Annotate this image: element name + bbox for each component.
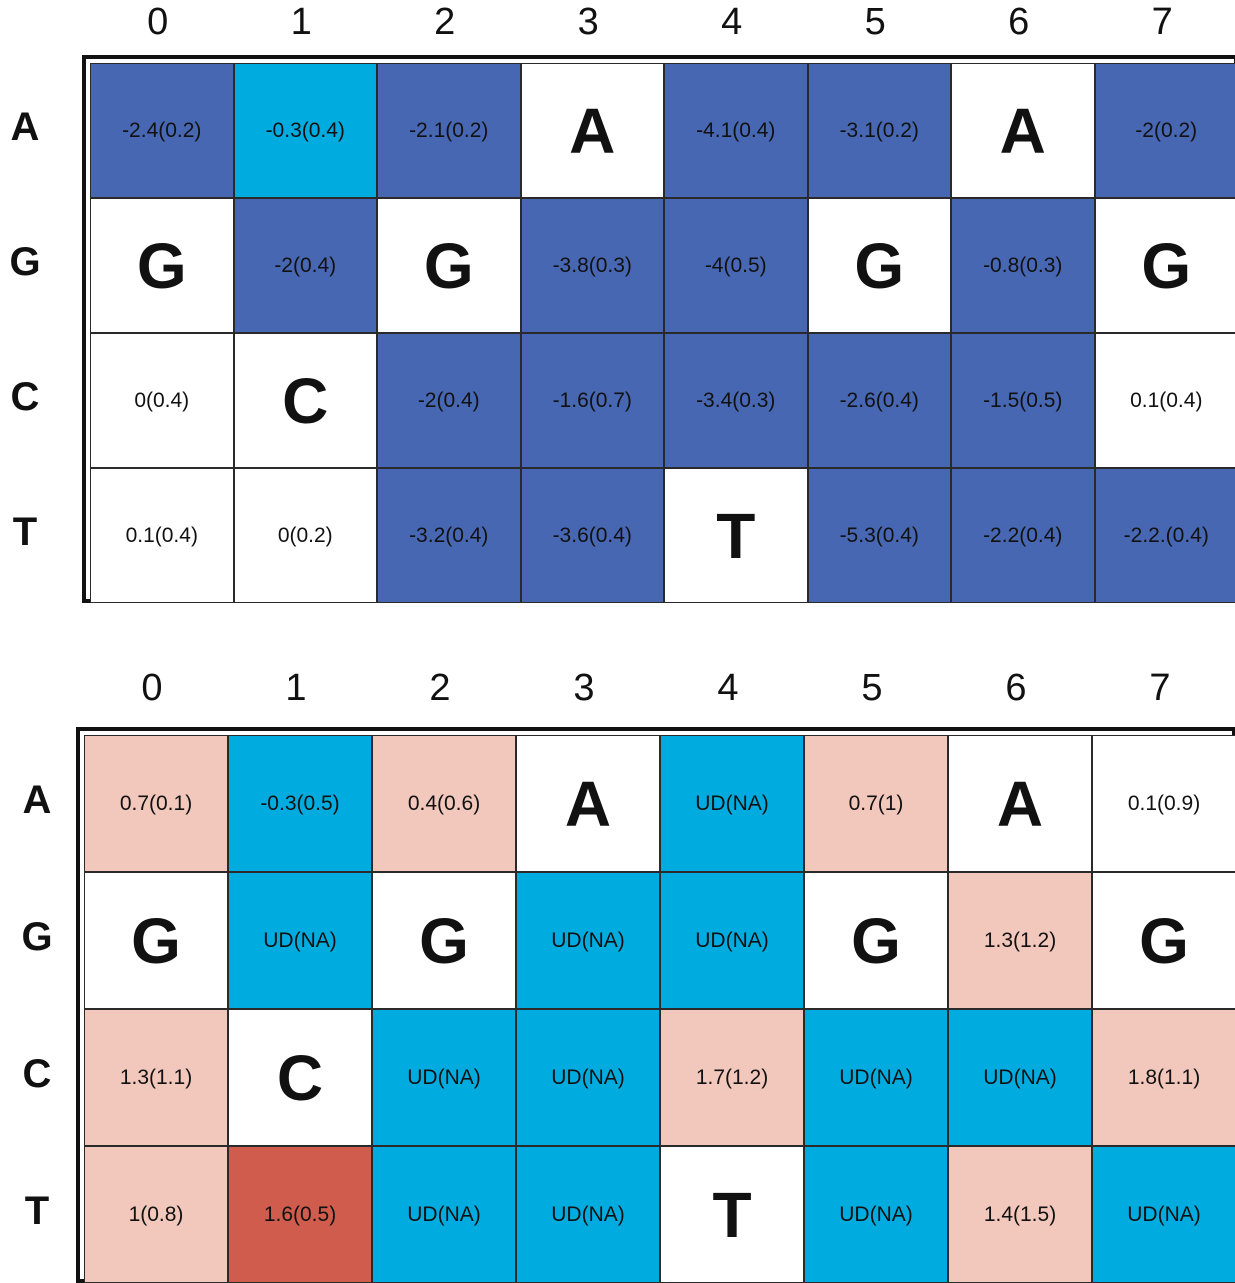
heatmap-cell-c-2: UD(NA) <box>372 1009 516 1146</box>
column-label-6: 6 <box>986 668 1046 708</box>
heatmap-cell-c-2: -2(0.4) <box>377 333 521 468</box>
heatmap-cell-c-5: -2.6(0.4) <box>808 333 952 468</box>
heatmap-cell-c-3: -1.6(0.7) <box>521 333 665 468</box>
heatmap-cell-g-6: 1.3(1.2) <box>948 872 1092 1009</box>
heatmap-cell-a-6: A <box>951 63 1095 198</box>
column-label-3: 3 <box>558 2 618 42</box>
heatmap-cell-a-7: 0.1(0.9) <box>1092 735 1235 872</box>
heatmap-cell-a-0: -2.4(0.2) <box>90 63 234 198</box>
heatmap-cell-a-4: -4.1(0.4) <box>664 63 808 198</box>
column-label-1: 1 <box>266 668 326 708</box>
heatmap-cell-t-0: 1(0.8) <box>84 1146 228 1283</box>
heatmap-cell-g-4: -4(0.5) <box>664 198 808 333</box>
heatmap-cell-g-3: UD(NA) <box>516 872 660 1009</box>
column-label-2: 2 <box>415 2 475 42</box>
heatmap-cell-g-7: G <box>1092 872 1235 1009</box>
heatmap-cell-t-4: T <box>664 468 808 603</box>
heatmap-cell-t-1: 0(0.2) <box>234 468 378 603</box>
heatmap-cell-t-6: -2.2(0.4) <box>951 468 1095 603</box>
row-label-a: A <box>12 780 62 820</box>
heatmap-cell-a-3: A <box>521 63 665 198</box>
heatmap-cell-a-6: A <box>948 735 1092 872</box>
column-label-6: 6 <box>989 2 1049 42</box>
heatmap-cell-g-0: G <box>90 198 234 333</box>
heatmap-cell-t-3: UD(NA) <box>516 1146 660 1283</box>
heatmap-cell-a-1: -0.3(0.5) <box>228 735 372 872</box>
column-label-7: 7 <box>1132 2 1192 42</box>
heatmap-cell-t-2: UD(NA) <box>372 1146 516 1283</box>
heatmap-cell-a-3: A <box>516 735 660 872</box>
heatmap-cell-g-3: -3.8(0.3) <box>521 198 665 333</box>
heatmap-cell-g-4: UD(NA) <box>660 872 804 1009</box>
column-label-1: 1 <box>271 2 331 42</box>
heatmap-cell-g-2: G <box>377 198 521 333</box>
heatmap-cell-t-2: -3.2(0.4) <box>377 468 521 603</box>
heatmap-cell-c-1: C <box>234 333 378 468</box>
heatmap-cell-a-4: UD(NA) <box>660 735 804 872</box>
heatmap-cell-g-2: G <box>372 872 516 1009</box>
heatmap-cell-g-1: UD(NA) <box>228 872 372 1009</box>
row-label-g: G <box>12 917 62 957</box>
column-label-0: 0 <box>128 2 188 42</box>
heatmap-cell-t-1: 1.6(0.5) <box>228 1146 372 1283</box>
heatmap-cell-g-5: G <box>804 872 948 1009</box>
column-label-5: 5 <box>845 2 905 42</box>
heatmap-cell-t-0: 0.1(0.4) <box>90 468 234 603</box>
heatmap-cell-t-5: -5.3(0.4) <box>808 468 952 603</box>
heatmap-cell-a-2: -2.1(0.2) <box>377 63 521 198</box>
heatmap-cell-g-5: G <box>808 198 952 333</box>
heatmap-cell-c-0: 0(0.4) <box>90 333 234 468</box>
heatmap-cell-a-5: 0.7(1) <box>804 735 948 872</box>
heatmap-cell-a-2: 0.4(0.6) <box>372 735 516 872</box>
row-label-a: A <box>0 107 50 147</box>
row-label-c: C <box>0 377 50 417</box>
column-label-5: 5 <box>842 668 902 708</box>
heatmap-cell-c-0: 1.3(1.1) <box>84 1009 228 1146</box>
heatmap-cell-t-6: 1.4(1.5) <box>948 1146 1092 1283</box>
row-label-g: G <box>0 242 50 282</box>
heatmap-cell-t-7: UD(NA) <box>1092 1146 1235 1283</box>
heatmap-cell-a-7: -2(0.2) <box>1095 63 1235 198</box>
row-label-t: T <box>0 512 50 552</box>
heatmap-cell-g-0: G <box>84 872 228 1009</box>
column-label-0: 0 <box>122 668 182 708</box>
heatmap-cell-c-1: C <box>228 1009 372 1146</box>
column-label-4: 4 <box>702 2 762 42</box>
heatmap-cell-a-0: 0.7(0.1) <box>84 735 228 872</box>
heatmap-cell-c-7: 1.8(1.1) <box>1092 1009 1235 1146</box>
row-label-t: T <box>12 1191 62 1231</box>
heatmap-cell-g-7: G <box>1095 198 1235 333</box>
heatmap-cell-c-6: UD(NA) <box>948 1009 1092 1146</box>
heatmap-cell-c-6: -1.5(0.5) <box>951 333 1095 468</box>
column-label-4: 4 <box>698 668 758 708</box>
heatmap-cell-c-3: UD(NA) <box>516 1009 660 1146</box>
heatmap-cell-t-4: T <box>660 1146 804 1283</box>
heatmap-cell-c-4: -3.4(0.3) <box>664 333 808 468</box>
heatmap-cell-g-1: -2(0.4) <box>234 198 378 333</box>
heatmap-cell-t-7: -2.2.(0.4) <box>1095 468 1235 603</box>
heatmap-grid: -2.4(0.2)-0.3(0.4)-2.1(0.2)A-4.1(0.4)-3.… <box>82 55 1235 603</box>
column-label-7: 7 <box>1130 668 1190 708</box>
row-label-c: C <box>12 1054 62 1094</box>
heatmap-cell-a-1: -0.3(0.4) <box>234 63 378 198</box>
heatmap-cell-g-6: -0.8(0.3) <box>951 198 1095 333</box>
column-label-2: 2 <box>410 668 470 708</box>
heatmap-cell-t-3: -3.6(0.4) <box>521 468 665 603</box>
heatmap-cell-c-5: UD(NA) <box>804 1009 948 1146</box>
heatmap-cell-t-5: UD(NA) <box>804 1146 948 1283</box>
heatmap-cell-a-5: -3.1(0.2) <box>808 63 952 198</box>
heatmap-cell-c-7: 0.1(0.4) <box>1095 333 1235 468</box>
heatmap-cell-c-4: 1.7(1.2) <box>660 1009 804 1146</box>
column-label-3: 3 <box>554 668 614 708</box>
